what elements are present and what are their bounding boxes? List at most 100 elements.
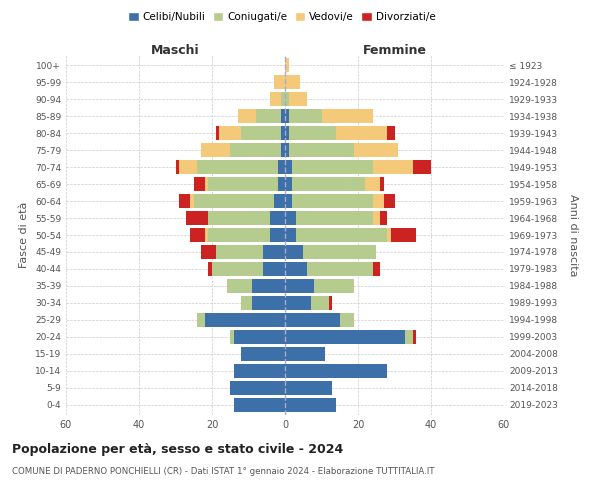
Bar (278, 178, 285, 191)
Y-axis label: Anni di nascita: Anni di nascita (568, 194, 578, 276)
Bar (380, 211, 387, 225)
Bar (252, 296, 285, 310)
Bar (373, 194, 383, 208)
Bar (241, 347, 285, 360)
Bar (230, 144, 281, 157)
Bar (285, 262, 307, 276)
Bar (285, 245, 303, 259)
Bar (285, 178, 292, 191)
Bar (285, 58, 289, 72)
Y-axis label: Fasce di età: Fasce di età (19, 202, 29, 268)
Bar (208, 262, 212, 276)
Text: COMUNE DI PADERNO PONCHIELLI (CR) - Dati ISTAT 1° gennaio 2024 - Elaborazione TU: COMUNE DI PADERNO PONCHIELLI (CR) - Dati… (12, 468, 434, 476)
Bar (197, 160, 278, 174)
Bar (227, 279, 252, 292)
Bar (281, 144, 285, 157)
Bar (190, 194, 194, 208)
Bar (289, 110, 322, 123)
Bar (285, 296, 311, 310)
Bar (187, 211, 208, 225)
Bar (292, 194, 373, 208)
Bar (215, 126, 220, 140)
Bar (238, 110, 256, 123)
Bar (274, 76, 285, 89)
Text: Maschi: Maschi (151, 44, 200, 57)
Bar (194, 194, 274, 208)
Bar (179, 160, 197, 174)
Bar (383, 194, 395, 208)
Bar (285, 330, 406, 344)
Bar (285, 228, 296, 242)
Bar (285, 364, 387, 378)
Bar (387, 228, 391, 242)
Bar (296, 228, 387, 242)
Bar (241, 296, 252, 310)
Bar (285, 194, 292, 208)
Bar (271, 92, 281, 106)
Bar (208, 228, 271, 242)
Bar (197, 313, 205, 326)
Bar (296, 211, 373, 225)
Bar (307, 262, 373, 276)
Bar (208, 178, 278, 191)
Bar (285, 381, 332, 394)
Bar (311, 296, 329, 310)
Bar (285, 160, 292, 174)
Bar (234, 330, 285, 344)
Bar (340, 313, 355, 326)
Bar (365, 178, 380, 191)
Bar (285, 126, 289, 140)
Bar (329, 296, 332, 310)
Bar (205, 228, 208, 242)
Bar (314, 279, 355, 292)
Text: Popolazione per età, sesso e stato civile - 2024: Popolazione per età, sesso e stato civil… (12, 442, 343, 456)
Bar (281, 110, 285, 123)
Bar (263, 245, 285, 259)
Bar (380, 178, 383, 191)
Bar (179, 194, 190, 208)
Bar (413, 160, 431, 174)
Bar (205, 178, 208, 191)
Bar (289, 126, 336, 140)
Bar (281, 92, 285, 106)
Bar (292, 178, 365, 191)
Bar (256, 110, 281, 123)
Bar (241, 126, 281, 140)
Bar (289, 92, 307, 106)
Bar (285, 110, 289, 123)
Bar (201, 144, 230, 157)
Bar (406, 330, 413, 344)
Bar (281, 126, 285, 140)
Bar (271, 228, 285, 242)
Bar (285, 398, 336, 411)
Bar (212, 262, 263, 276)
Bar (289, 144, 355, 157)
Bar (292, 160, 373, 174)
Bar (413, 330, 416, 344)
Bar (322, 110, 373, 123)
Legend: Celibi/Nubili, Coniugati/e, Vedovi/e, Divorziati/e: Celibi/Nubili, Coniugati/e, Vedovi/e, Di… (124, 8, 440, 26)
Bar (285, 211, 296, 225)
Bar (234, 398, 285, 411)
Bar (215, 245, 263, 259)
Bar (285, 144, 289, 157)
Bar (271, 211, 285, 225)
Bar (194, 178, 205, 191)
Bar (285, 347, 325, 360)
Bar (208, 211, 271, 225)
Bar (285, 92, 289, 106)
Bar (373, 211, 380, 225)
Bar (303, 245, 376, 259)
Text: Femmine: Femmine (362, 44, 427, 57)
Bar (355, 144, 398, 157)
Bar (234, 364, 285, 378)
Bar (274, 194, 285, 208)
Bar (175, 160, 179, 174)
Bar (285, 76, 299, 89)
Bar (263, 262, 285, 276)
Bar (373, 262, 380, 276)
Bar (278, 160, 285, 174)
Bar (220, 126, 241, 140)
Bar (336, 126, 387, 140)
Bar (391, 228, 416, 242)
